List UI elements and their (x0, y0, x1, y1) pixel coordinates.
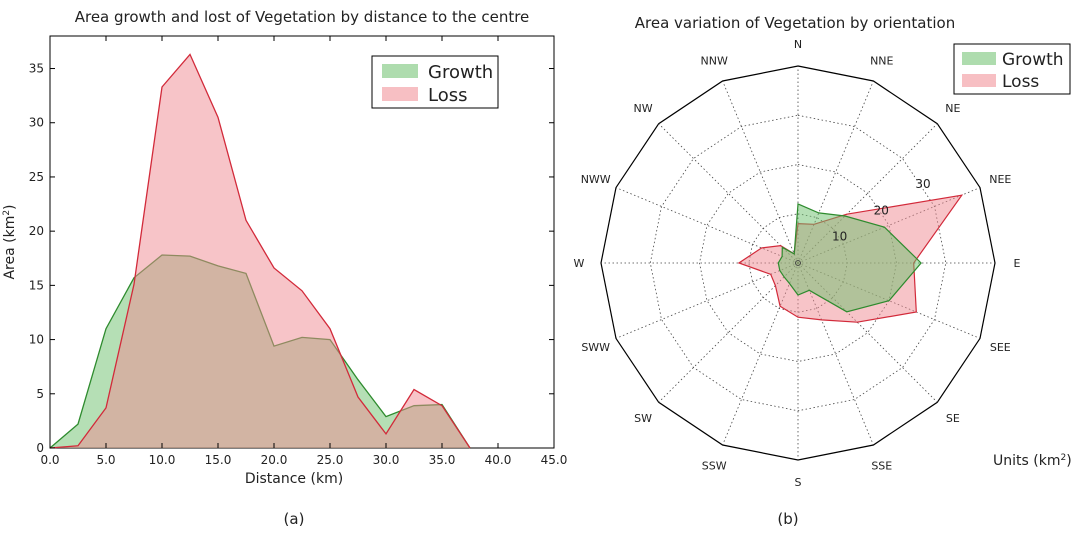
legend-label-growth: Growth (1002, 50, 1064, 70)
direction-label: NWW (581, 173, 611, 186)
y-axis-ticks: 0 5 10 15 20 25 30 35 (29, 62, 554, 455)
y-tick-label: 35 (29, 62, 44, 76)
direction-label: S (795, 476, 802, 489)
panel-label-a: (a) (284, 510, 305, 528)
direction-label: N (794, 38, 802, 51)
radar-area-growth (777, 203, 922, 313)
area-chart-title: Area growth and lost of Vegetation by di… (75, 8, 530, 26)
direction-label: SE (946, 412, 960, 425)
radar-chart-legend: Growth Loss (953, 43, 1071, 95)
x-axis-label: Distance (km) (245, 471, 343, 487)
x-tick-label: 0.0 (40, 453, 59, 467)
y-tick-label: 30 (29, 116, 44, 130)
radar-chart-title: Area variation of Vegetation by orientat… (635, 14, 955, 32)
units-label-superscript: 2 (1060, 453, 1066, 463)
legend-swatch-growth (382, 64, 418, 78)
area-chart-legend: Growth Loss (371, 55, 499, 109)
units-label: Units (km2) (993, 453, 1072, 469)
x-tick-label: 40.0 (485, 453, 512, 467)
y-tick-label: 10 (29, 333, 44, 347)
x-tick-label: 45.0 (541, 453, 568, 467)
area-series-layer (49, 53, 471, 449)
area-chart: Area growth and lost of Vegetation by di… (2, 8, 567, 528)
direction-label: NW (634, 102, 653, 115)
legend-swatch-loss (962, 74, 996, 87)
legend-swatch-growth (962, 52, 996, 65)
x-tick-label: 30.0 (373, 453, 400, 467)
x-tick-label: 10.0 (149, 453, 176, 467)
legend-label-loss: Loss (1002, 72, 1039, 92)
y-axis-label-main: Area (km (2, 216, 18, 280)
x-tick-label: 35.0 (429, 453, 456, 467)
radar-series-layer (737, 194, 964, 323)
y-axis-label-superscript: 2 (2, 210, 12, 216)
y-tick-label: 0 (36, 441, 44, 455)
x-tick-label: 25.0 (317, 453, 344, 467)
panel-label-b: (b) (777, 510, 798, 528)
y-axis-label: Area (km2) (2, 204, 18, 279)
radar-spoke (658, 123, 799, 264)
legend-swatch-loss (382, 87, 418, 101)
direction-label: E (1014, 257, 1021, 270)
direction-label: SW (634, 412, 652, 425)
units-label-close: ) (1066, 453, 1071, 469)
units-label-main: Units (km (993, 453, 1060, 469)
area-line-loss (49, 53, 471, 449)
direction-label: SSE (871, 459, 892, 472)
radar-center-marker (795, 260, 801, 266)
direction-label: NNE (870, 55, 893, 68)
radar-direction-labels: N NNE NE NEE E SEE SE SSE S SSW SW SWW W NWW NW NNW (574, 38, 1021, 489)
radar-ring-labels: 10 20 30 (832, 177, 931, 244)
ring-label: 30 (915, 177, 930, 191)
radar-chart: Area variation of Vegetation by orientat… (574, 14, 1072, 528)
ring-label: 10 (832, 230, 847, 244)
x-axis-ticks: 0.0 5.0 10.0 15.0 20.0 25.0 30.0 35.0 40.0 45.0 (40, 36, 567, 467)
x-tick-label: 20.0 (261, 453, 288, 467)
x-tick-label: 5.0 (96, 453, 115, 467)
radar-ring (748, 213, 848, 313)
legend-label-growth: Growth (428, 62, 493, 83)
direction-label: NNW (701, 55, 728, 68)
radar-spoke (722, 80, 799, 264)
direction-label: W (574, 257, 585, 270)
direction-label: SSW (702, 459, 727, 472)
radar-spoke (658, 262, 799, 403)
y-tick-label: 20 (29, 224, 44, 238)
ring-label: 20 (874, 204, 889, 218)
radar-ring (649, 114, 947, 412)
legend-label-loss: Loss (428, 85, 467, 106)
y-tick-label: 25 (29, 170, 44, 184)
y-axis-label-close: ) (2, 204, 18, 209)
radar-spoke (615, 262, 799, 339)
direction-label: SEE (990, 341, 1011, 354)
direction-label: NEE (989, 173, 1011, 186)
direction-label: SWW (581, 341, 610, 354)
area-fill-loss (50, 54, 470, 449)
y-tick-label: 15 (29, 278, 44, 292)
y-tick-label: 5 (36, 387, 44, 401)
x-tick-label: 15.0 (205, 453, 232, 467)
radar-ring (699, 164, 897, 362)
direction-label: NE (945, 102, 960, 115)
